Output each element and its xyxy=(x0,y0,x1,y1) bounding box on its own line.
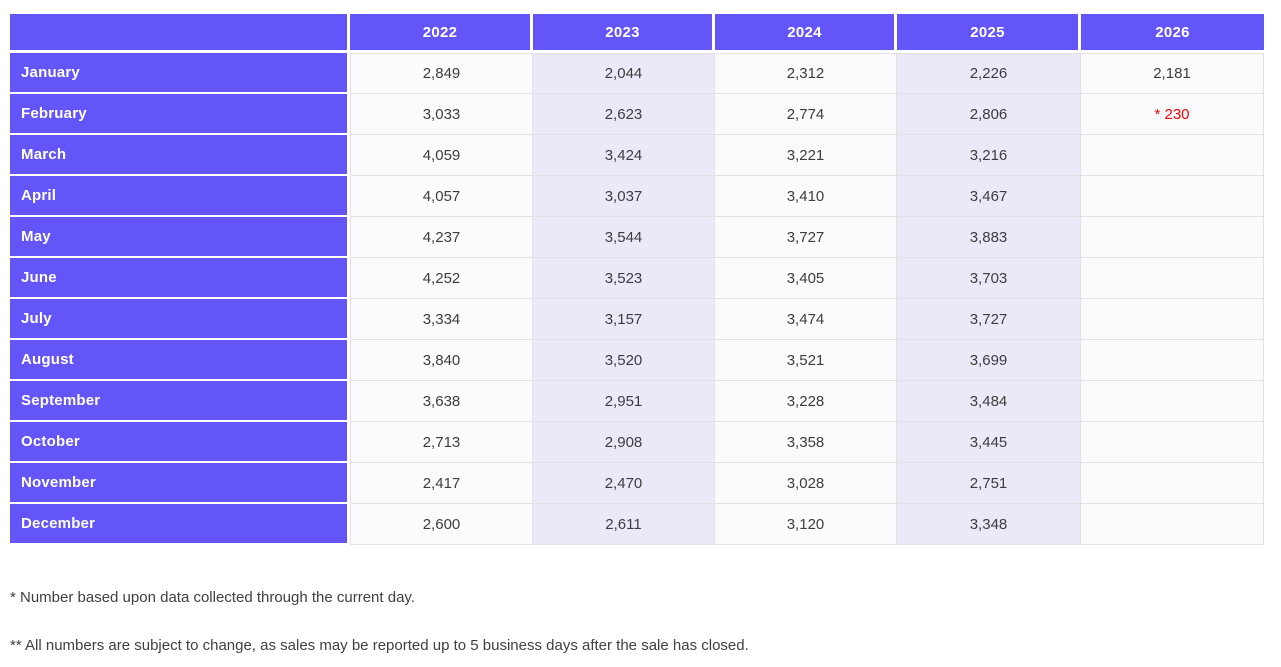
cell-july-2023: 3,157 xyxy=(533,299,715,340)
cell-february-2022: 3,033 xyxy=(350,94,533,135)
table-row-february: February 3,033 2,623 2,774 2,806 * 230 xyxy=(10,94,1264,135)
cell-july-2022: 3,334 xyxy=(350,299,533,340)
cell-june-2024: 3,405 xyxy=(715,258,897,299)
table-row-august: August 3,840 3,520 3,521 3,699 xyxy=(10,340,1264,381)
row-label-may: May xyxy=(10,217,350,258)
cell-november-2024: 3,028 xyxy=(715,463,897,504)
cell-january-2025: 2,226 xyxy=(897,53,1081,94)
cell-september-2025: 3,484 xyxy=(897,381,1081,422)
cell-april-2024: 3,410 xyxy=(715,176,897,217)
cell-january-2023: 2,044 xyxy=(533,53,715,94)
table-row-september: September 3,638 2,951 3,228 3,484 xyxy=(10,381,1264,422)
cell-march-2022: 4,059 xyxy=(350,135,533,176)
cell-june-2026 xyxy=(1081,258,1264,299)
cell-april-2022: 4,057 xyxy=(350,176,533,217)
cell-april-2026 xyxy=(1081,176,1264,217)
cell-may-2023: 3,544 xyxy=(533,217,715,258)
header-year-2026: 2026 xyxy=(1081,14,1264,53)
cell-october-2022: 2,713 xyxy=(350,422,533,463)
header-year-2025: 2025 xyxy=(897,14,1081,53)
cell-december-2022: 2,600 xyxy=(350,504,533,545)
row-label-june: June xyxy=(10,258,350,299)
cell-august-2023: 3,520 xyxy=(533,340,715,381)
cell-december-2025: 3,348 xyxy=(897,504,1081,545)
cell-september-2026 xyxy=(1081,381,1264,422)
row-label-august: August xyxy=(10,340,350,381)
row-label-september: September xyxy=(10,381,350,422)
cell-september-2024: 3,228 xyxy=(715,381,897,422)
footnote-subject-to-change: ** All numbers are subject to change, as… xyxy=(10,637,749,654)
row-label-november: November xyxy=(10,463,350,504)
cell-april-2025: 3,467 xyxy=(897,176,1081,217)
row-label-october: October xyxy=(10,422,350,463)
cell-february-2023: 2,623 xyxy=(533,94,715,135)
cell-january-2022: 2,849 xyxy=(350,53,533,94)
cell-october-2024: 3,358 xyxy=(715,422,897,463)
cell-may-2026 xyxy=(1081,217,1264,258)
cell-june-2022: 4,252 xyxy=(350,258,533,299)
row-label-january: January xyxy=(10,53,350,94)
cell-march-2025: 3,216 xyxy=(897,135,1081,176)
cell-october-2026 xyxy=(1081,422,1264,463)
table-row-october: October 2,713 2,908 3,358 3,445 xyxy=(10,422,1264,463)
cell-february-2026-partial: * 230 xyxy=(1081,94,1264,135)
table-row-april: April 4,057 3,037 3,410 3,467 xyxy=(10,176,1264,217)
cell-november-2022: 2,417 xyxy=(350,463,533,504)
table-row-june: June 4,252 3,523 3,405 3,703 xyxy=(10,258,1264,299)
cell-november-2026 xyxy=(1081,463,1264,504)
row-label-april: April xyxy=(10,176,350,217)
cell-november-2023: 2,470 xyxy=(533,463,715,504)
cell-august-2026 xyxy=(1081,340,1264,381)
row-label-february: February xyxy=(10,94,350,135)
row-label-december: December xyxy=(10,504,350,545)
cell-december-2023: 2,611 xyxy=(533,504,715,545)
cell-january-2026: 2,181 xyxy=(1081,53,1264,94)
cell-may-2024: 3,727 xyxy=(715,217,897,258)
cell-july-2024: 3,474 xyxy=(715,299,897,340)
cell-april-2023: 3,037 xyxy=(533,176,715,217)
cell-october-2025: 3,445 xyxy=(897,422,1081,463)
cell-june-2023: 3,523 xyxy=(533,258,715,299)
row-label-march: March xyxy=(10,135,350,176)
monthly-sales-table: 2022 2023 2024 2025 2026 January 2,849 2… xyxy=(10,14,1264,545)
cell-august-2024: 3,521 xyxy=(715,340,897,381)
cell-june-2025: 3,703 xyxy=(897,258,1081,299)
cell-february-2024: 2,774 xyxy=(715,94,897,135)
header-year-2022: 2022 xyxy=(350,14,533,53)
cell-september-2023: 2,951 xyxy=(533,381,715,422)
header-row: 2022 2023 2024 2025 2026 xyxy=(10,14,1264,53)
header-year-2024: 2024 xyxy=(715,14,897,53)
cell-october-2023: 2,908 xyxy=(533,422,715,463)
cell-march-2026 xyxy=(1081,135,1264,176)
cell-february-2025: 2,806 xyxy=(897,94,1081,135)
footnote-current-day: * Number based upon data collected throu… xyxy=(10,589,415,606)
header-year-2023: 2023 xyxy=(533,14,715,53)
cell-december-2024: 3,120 xyxy=(715,504,897,545)
table-row-january: January 2,849 2,044 2,312 2,226 2,181 xyxy=(10,53,1264,94)
cell-august-2022: 3,840 xyxy=(350,340,533,381)
header-month-column xyxy=(10,14,350,53)
table-row-may: May 4,237 3,544 3,727 3,883 xyxy=(10,217,1264,258)
cell-march-2024: 3,221 xyxy=(715,135,897,176)
cell-may-2025: 3,883 xyxy=(897,217,1081,258)
cell-december-2026 xyxy=(1081,504,1264,545)
cell-july-2025: 3,727 xyxy=(897,299,1081,340)
table-row-december: December 2,600 2,611 3,120 3,348 xyxy=(10,504,1264,545)
cell-march-2023: 3,424 xyxy=(533,135,715,176)
cell-july-2026 xyxy=(1081,299,1264,340)
cell-may-2022: 4,237 xyxy=(350,217,533,258)
table-row-march: March 4,059 3,424 3,221 3,216 xyxy=(10,135,1264,176)
table-row-july: July 3,334 3,157 3,474 3,727 xyxy=(10,299,1264,340)
cell-august-2025: 3,699 xyxy=(897,340,1081,381)
table-row-november: November 2,417 2,470 3,028 2,751 xyxy=(10,463,1264,504)
cell-november-2025: 2,751 xyxy=(897,463,1081,504)
cell-january-2024: 2,312 xyxy=(715,53,897,94)
cell-september-2022: 3,638 xyxy=(350,381,533,422)
row-label-july: July xyxy=(10,299,350,340)
